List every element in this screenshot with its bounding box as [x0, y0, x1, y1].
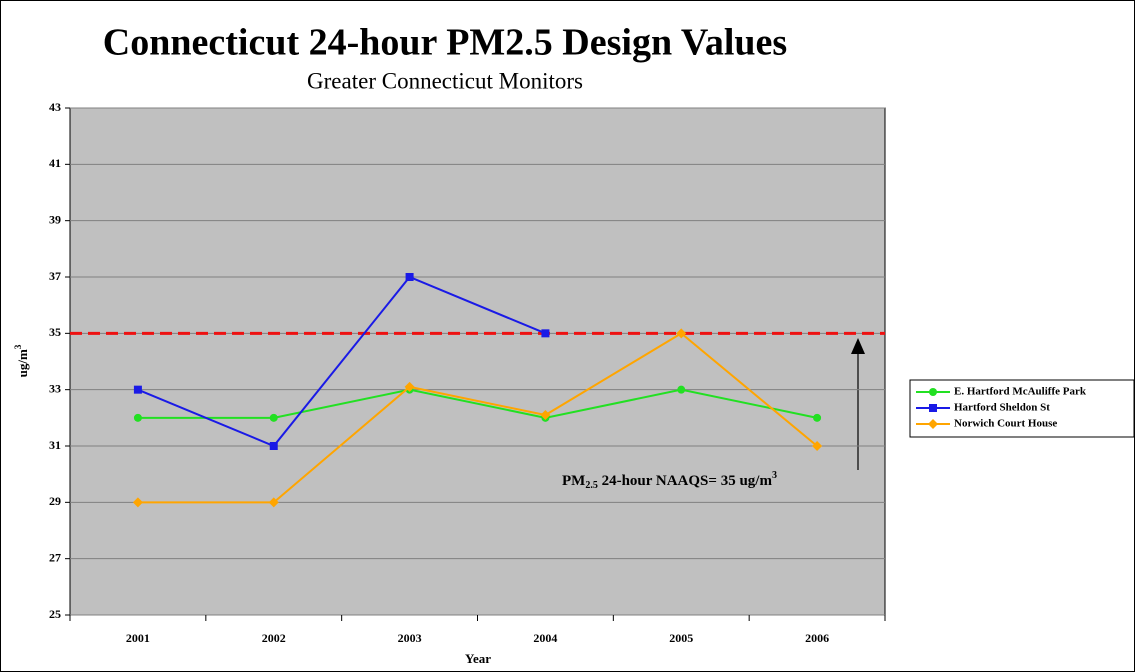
- annotation-text: PM: [562, 473, 585, 489]
- y-tick-label: 41: [49, 156, 61, 170]
- marker: [133, 385, 142, 394]
- series-line: [137, 332, 818, 504]
- marker: [269, 442, 278, 450]
- x-tick-label: 2006: [805, 631, 829, 645]
- y-axis-label-sup: 3: [13, 344, 23, 349]
- marker: [812, 441, 823, 451]
- legend-label: E. Hartford McAuliffe Park: [954, 386, 1087, 398]
- marker: [541, 329, 550, 338]
- annotation: PM2.5 24-hour NAAQS= 35 ug/m3: [562, 470, 777, 491]
- marker: [405, 273, 414, 281]
- annotation-sub: 2.5: [585, 480, 598, 491]
- annotation-arrowhead: [851, 338, 865, 354]
- x-axis-label: Year: [465, 651, 491, 666]
- x-tick-label: 2005: [669, 631, 693, 645]
- marker: [676, 328, 687, 339]
- legend-label: Norwich Court House: [954, 418, 1057, 430]
- series-line: [137, 388, 818, 419]
- y-tick-label: 43: [49, 100, 61, 114]
- y-tick-label: 29: [49, 494, 61, 508]
- x-tick-label: 2002: [262, 631, 286, 645]
- marker: [540, 410, 551, 421]
- chart-title: Connecticut 24-hour PM2.5 Design Values: [103, 22, 787, 64]
- y-tick-label: 39: [49, 212, 61, 226]
- y-tick-label: 31: [49, 438, 61, 452]
- annotation-sup: 3: [772, 470, 777, 481]
- y-axis-label-text: ug/m: [15, 349, 30, 377]
- marker: [132, 497, 143, 508]
- y-axis-label: ug/m3: [13, 344, 30, 377]
- legend-marker: [929, 404, 937, 412]
- marker: [813, 413, 822, 422]
- marker: [677, 385, 686, 394]
- x-tick-label: 2004: [533, 631, 557, 645]
- legend-marker: [929, 388, 937, 396]
- chart-subtitle: Greater Connecticut Monitors: [307, 68, 583, 93]
- series-line: [137, 275, 546, 448]
- y-tick-label: 37: [49, 269, 61, 283]
- legend-label: Hartford Sheldon St: [954, 402, 1050, 414]
- x-tick-label: 2003: [398, 631, 422, 645]
- marker: [404, 381, 415, 392]
- marker: [133, 413, 142, 422]
- y-tick-label: 27: [49, 550, 61, 564]
- annotation-text: 24-hour NAAQS= 35 ug/m: [598, 473, 773, 489]
- y-tick-label: 35: [49, 325, 61, 339]
- y-tick-label: 25: [49, 607, 61, 621]
- marker: [269, 413, 278, 422]
- y-tick-label: 33: [49, 381, 61, 395]
- marker: [268, 497, 279, 508]
- x-tick-label: 2001: [126, 631, 150, 645]
- legend-marker: [928, 419, 938, 429]
- plot-area: [69, 107, 886, 616]
